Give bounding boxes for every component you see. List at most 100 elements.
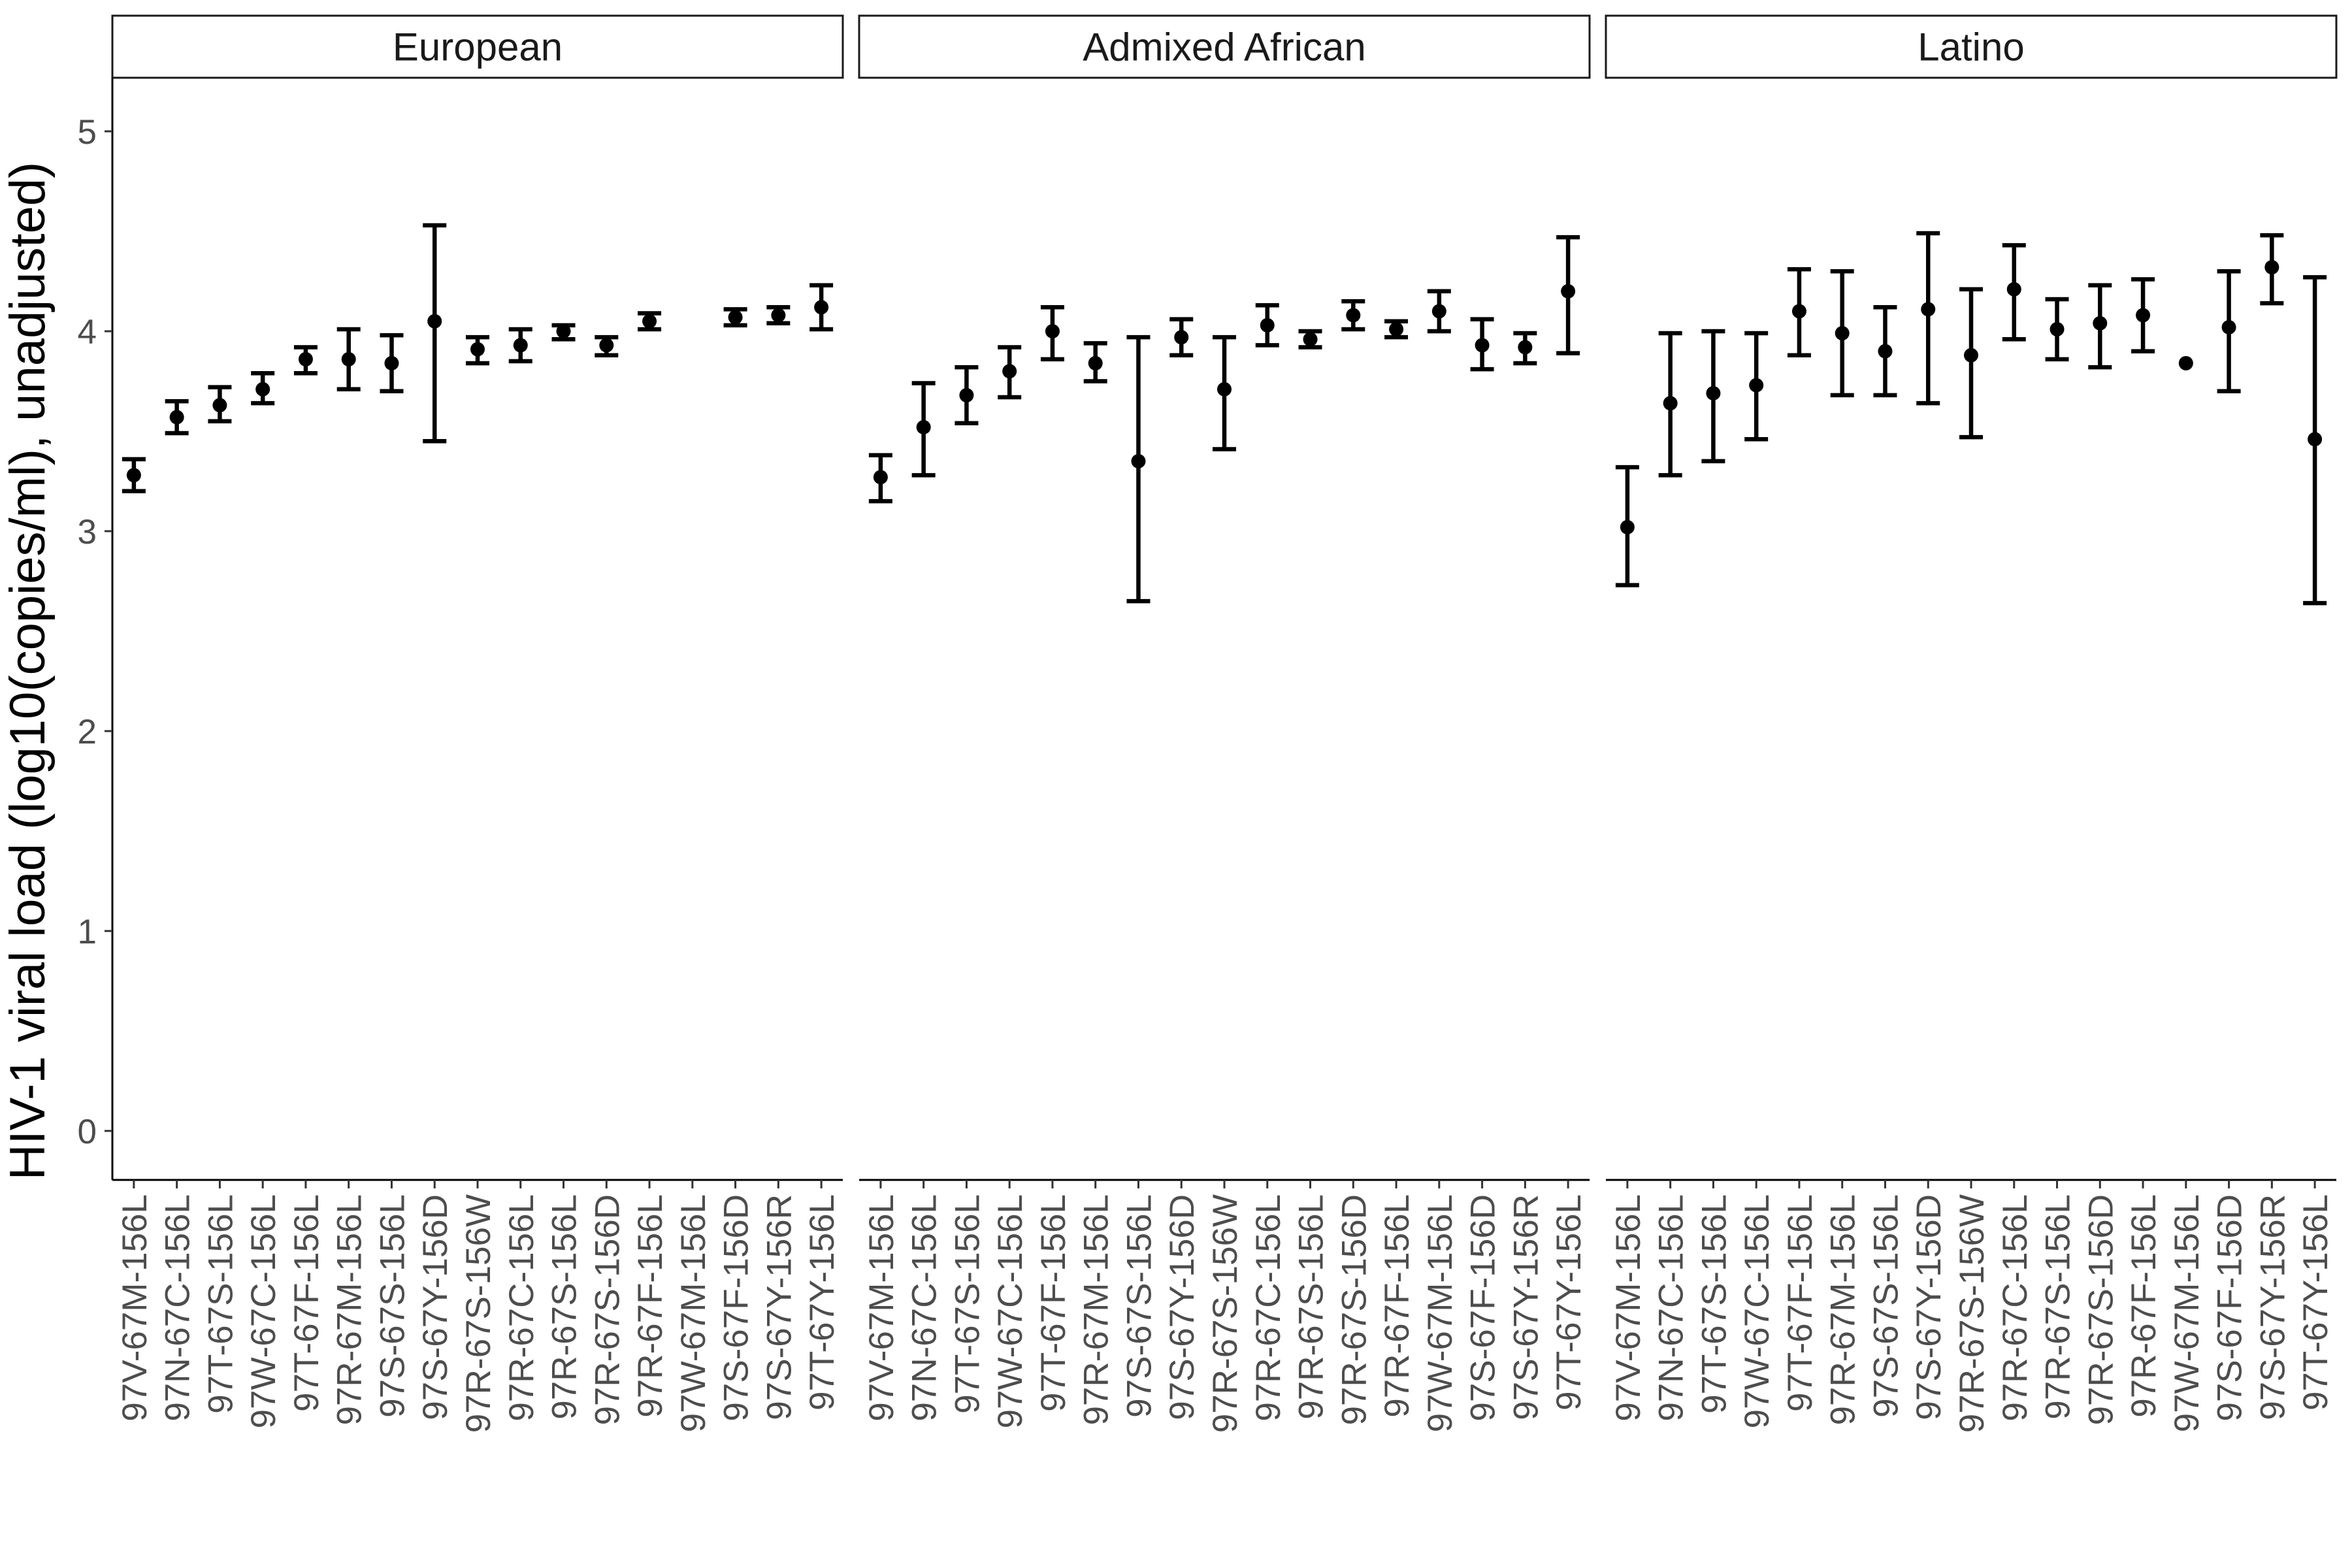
x-tick-label: 97S-67F-156D [717, 1194, 756, 1422]
data-point [298, 351, 313, 367]
facet-strip-label: European [393, 25, 563, 69]
data-point [599, 338, 614, 353]
facet-strip-label: Latino [1918, 25, 2024, 69]
error-bar [1959, 287, 1983, 440]
x-tick-label: 97R-67S-156W [1206, 1194, 1245, 1433]
data-point [1518, 340, 1533, 355]
x-tick-label: 97R-67S-156L [2039, 1194, 2078, 1420]
x-tick-label: 97R-67S-156D [1335, 1194, 1373, 1426]
x-tick-label: 97T-67S-156L [948, 1194, 987, 1414]
x-tick-label: 97S-67Y-156D [1910, 1194, 1948, 1420]
x-tick-label: 97W-67C-156L [991, 1194, 1030, 1428]
data-point [1131, 453, 1146, 468]
data-point [1835, 326, 1850, 341]
x-tick-label: 97T-67F-156L [287, 1194, 326, 1412]
x-tick-label: 97R-67S-156W [1953, 1194, 1991, 1433]
data-point [728, 310, 743, 325]
x-tick-label: 97R-67S-156L [1292, 1194, 1331, 1420]
x-tick-label: 97W-67M-156L [1421, 1194, 1460, 1432]
x-tick-label: 97W-67C-156L [1738, 1194, 1776, 1428]
y-tick-label: 1 [78, 913, 97, 951]
x-tick-label: 97S-67Y-156R [760, 1194, 798, 1420]
data-point [916, 419, 931, 434]
x-tick-label: 97T-67S-156L [1695, 1194, 1733, 1414]
x-tick-label: 97S-67S-156L [1120, 1194, 1158, 1418]
y-tick-label: 5 [78, 113, 97, 152]
data-point [1389, 321, 1404, 336]
data-point [1260, 318, 1275, 333]
x-tick-label: 97V-67M-156L [116, 1194, 154, 1422]
data-point [513, 338, 528, 353]
data-point [642, 314, 657, 329]
x-tick-label: 97R-67S-156L [546, 1194, 584, 1420]
x-tick-label: 97R-67C-156L [502, 1194, 541, 1422]
x-tick-label: 97R-67F-156L [1378, 1194, 1416, 1418]
x-tick-label: 97S-67F-156D [1464, 1194, 1503, 1422]
x-tick-label: 97S-67Y-156R [1507, 1194, 1545, 1420]
y-tick-label: 2 [78, 713, 97, 751]
data-point [1749, 378, 1764, 393]
x-tick-label: 97N-67C-156L [1652, 1194, 1691, 1422]
data-point [1878, 344, 1893, 359]
x-tick-label: 97R-67S-156D [2082, 1194, 2120, 1426]
x-tick-label: 97S-67Y-156D [416, 1194, 455, 1420]
data-point [255, 382, 270, 397]
x-tick-label: 97S-67S-156L [373, 1194, 412, 1418]
y-tick-label: 4 [78, 313, 97, 351]
x-tick-label: 97T-67Y-156L [803, 1194, 841, 1411]
error-bar [1916, 231, 1940, 406]
x-tick-label: 97R-67M-156L [1824, 1194, 1863, 1426]
x-tick-label: 97T-67Y-156L [2296, 1194, 2335, 1411]
data-point [1217, 382, 1232, 397]
x-tick-label: 97W-67C-156L [244, 1194, 283, 1428]
y-axis: 0 1 2 3 4 5 [78, 78, 114, 1180]
data-point [2136, 308, 2151, 323]
x-tick-label: 97T-67Y-156L [1550, 1194, 1588, 1411]
data-point [2006, 282, 2021, 297]
data-point [1921, 302, 1936, 317]
data-point [959, 387, 974, 402]
y-tick-label: 3 [78, 513, 97, 551]
facet-strip-label: Admixed African [1083, 25, 1366, 69]
x-tick-label: 97R-67C-156L [1249, 1194, 1288, 1422]
data-point [1791, 304, 1806, 319]
data-point [1663, 396, 1678, 411]
x-tick-label: 97R-67C-156L [1996, 1194, 2034, 1422]
data-point [1964, 348, 1978, 363]
facet-strip [1605, 14, 2338, 79]
data-point [1002, 364, 1017, 379]
data-point [212, 398, 227, 413]
data-point [2221, 319, 2236, 335]
x-tick-label: 97V-67M-156L [1609, 1194, 1648, 1422]
data-point [873, 470, 888, 485]
data-point [1346, 308, 1361, 323]
data-point [1174, 330, 1189, 345]
data-point [126, 468, 141, 483]
data-point [1561, 284, 1576, 299]
facet-strip [858, 14, 1591, 79]
x-tick-label: 97S-67F-156D [2211, 1194, 2249, 1422]
x-tick-label: 97S-67Y-156R [2253, 1194, 2292, 1420]
x-tick-label: 97S-67S-156L [1867, 1194, 1905, 1418]
error-bar [423, 223, 447, 444]
data-point [1088, 355, 1103, 370]
x-tick-label: 97S-67Y-156D [1163, 1194, 1201, 1420]
x-tick-label: 97R-67M-156L [331, 1194, 369, 1426]
x-tick-label: 97T-67F-156L [1034, 1194, 1073, 1412]
data-point [341, 351, 356, 367]
x-tick-label: 97T-67S-156L [201, 1194, 240, 1414]
data-point [1620, 519, 1635, 534]
data-point [1045, 324, 1060, 338]
data-point [2264, 260, 2279, 275]
facet-panel: Latino 97V-67M-156L 97N-67C-156L 97T-67S-15… [1605, 14, 2338, 1433]
data-point [556, 324, 571, 338]
data-point [470, 342, 485, 357]
data-point [2178, 355, 2193, 370]
x-tick-label: 97W-67M-156L [674, 1194, 713, 1432]
x-tick-label: 97R-67M-156L [1077, 1194, 1116, 1426]
x-tick-label: 97R-67S-156D [588, 1194, 627, 1426]
data-point [771, 308, 786, 323]
